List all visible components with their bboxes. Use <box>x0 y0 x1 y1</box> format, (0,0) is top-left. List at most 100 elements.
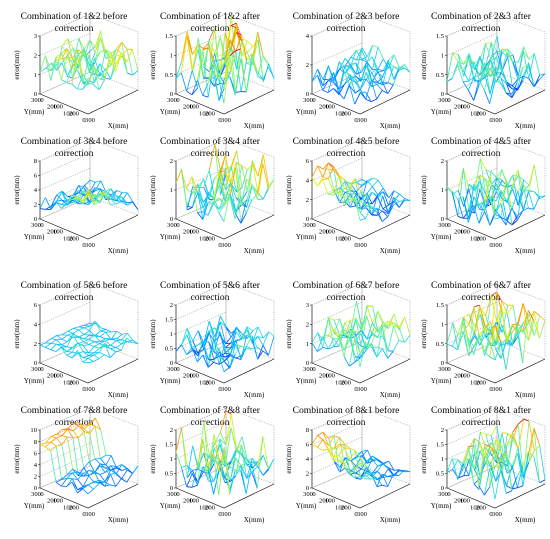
surface-edge <box>354 197 361 213</box>
surface-edge <box>61 334 68 340</box>
surface-edge <box>343 466 350 475</box>
surface-edge <box>463 459 470 476</box>
surface-edge <box>104 343 111 358</box>
surface-edge <box>333 61 340 83</box>
surface-edge <box>251 335 258 348</box>
surface-edge <box>94 334 101 337</box>
surface-edge <box>382 474 389 487</box>
x-tick-label: 0 <box>40 97 44 104</box>
z-tick-label: 0.5 <box>436 72 445 79</box>
surface-edge <box>186 465 193 471</box>
surface-edge <box>398 340 405 343</box>
z-gridline <box>39 71 91 95</box>
x-tick-label: 200 <box>476 379 487 386</box>
axes-back-wall <box>496 282 546 360</box>
surface-edge <box>484 326 491 346</box>
surface-edge <box>404 64 411 73</box>
surface-edge <box>505 490 512 494</box>
surface-edge <box>478 485 485 496</box>
z-gridline <box>311 196 363 220</box>
surface-edge <box>479 55 486 70</box>
surface-mesh <box>446 291 546 370</box>
surface-edge <box>72 329 79 334</box>
surface-edge <box>88 470 95 477</box>
surface-edge <box>39 208 46 210</box>
surface-edge <box>359 205 367 213</box>
surface-edge <box>523 51 530 79</box>
surface-edge <box>516 210 524 217</box>
surface-edge <box>473 442 481 470</box>
surface-edge <box>485 186 492 207</box>
surface-edge <box>110 465 117 468</box>
surface-edge <box>88 338 95 342</box>
surface-edge <box>115 478 122 487</box>
surface-edge <box>262 350 269 356</box>
surface-edge <box>495 49 503 58</box>
surface-edge <box>126 49 133 63</box>
z-gridline <box>175 297 227 320</box>
surface-edge <box>322 178 329 180</box>
surface-edge <box>511 169 519 187</box>
surface-edge <box>83 338 90 343</box>
z-tick-label: 0.5 <box>436 471 445 478</box>
surface-edge <box>512 423 519 433</box>
surface-edge <box>468 445 474 447</box>
surface-edge <box>61 347 68 352</box>
surface-edge <box>78 184 85 189</box>
surface-edge <box>533 310 540 317</box>
surface-edge <box>360 458 367 466</box>
surface-edge <box>229 39 237 53</box>
surface-edge <box>110 198 117 205</box>
surface-edge <box>366 180 373 187</box>
surface-edge <box>507 304 514 315</box>
surface-edge <box>468 76 475 82</box>
surface-edge <box>186 486 193 488</box>
surface-edge <box>494 203 502 215</box>
surface-mesh <box>39 30 139 91</box>
x-axis-label: X(mm) <box>380 247 401 255</box>
z-tick-label: 8 <box>34 439 38 446</box>
surface-edge <box>317 446 323 451</box>
surface-edge <box>349 448 356 451</box>
x-tick-label: 300 <box>357 117 368 124</box>
chart-title-line1: Combination of 2&3 after <box>431 11 532 22</box>
surface-edge <box>371 84 378 88</box>
surface-edge <box>191 176 198 192</box>
surface-edge <box>468 313 476 327</box>
surface-edge <box>371 68 378 74</box>
surface-edge <box>110 340 117 346</box>
z-gridline <box>39 340 91 364</box>
surface-edge <box>223 55 230 104</box>
surface-edge <box>121 196 128 204</box>
surface-edge <box>230 166 237 192</box>
surface-edge <box>67 194 74 197</box>
y-tick-label: 300 <box>303 222 314 229</box>
surface-edge <box>115 196 122 200</box>
surface-edge <box>355 333 362 341</box>
z-tick-label: 0.5 <box>165 72 174 79</box>
z-tick-label: 10 <box>30 427 37 434</box>
surface-edge <box>257 75 264 81</box>
surface-edge <box>349 320 356 341</box>
surface-edge <box>393 54 400 68</box>
surface-edge <box>93 72 100 83</box>
surface-edge <box>186 350 193 355</box>
surface-edge <box>45 338 52 344</box>
surface-edge <box>50 194 58 207</box>
surface-edge <box>494 217 501 220</box>
surface-edge <box>462 81 469 91</box>
surface-edge <box>398 326 405 343</box>
y-axis-label: Y(mm) <box>160 502 181 510</box>
surface-edge <box>372 458 378 461</box>
surface-edge <box>88 67 95 85</box>
surface-edge <box>370 205 377 213</box>
surface-edge <box>399 470 405 473</box>
surface-edge <box>311 177 318 187</box>
surface-edge <box>484 351 490 358</box>
surface-edge <box>382 321 390 329</box>
surface-edge <box>251 61 258 72</box>
y-tick-label: 0 <box>82 386 86 393</box>
surface-edge <box>76 74 84 90</box>
surface-edge <box>93 352 100 356</box>
z-tick-label: 2 <box>306 471 309 478</box>
